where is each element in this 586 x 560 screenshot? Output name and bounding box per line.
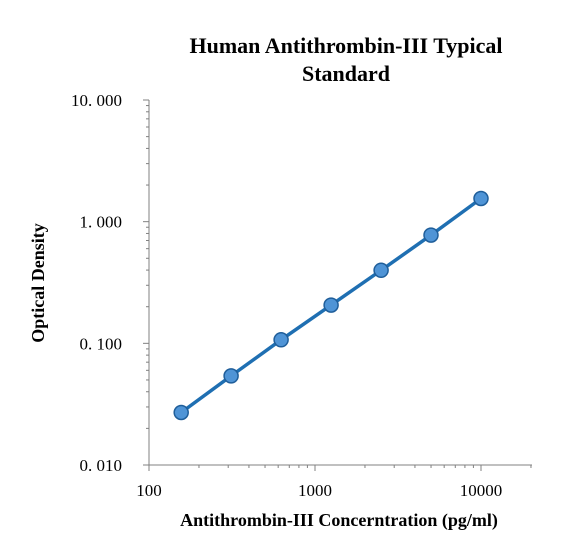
data-point — [323, 297, 339, 313]
data-point — [373, 262, 389, 279]
data-series — [173, 190, 489, 421]
chart-title-line-1: Human Antithrombin-III Typical — [190, 33, 503, 58]
x-tick-label: 10000 — [460, 481, 503, 500]
x-tick-label: 100 — [136, 481, 162, 500]
y-tick-label: 0. 100 — [80, 334, 123, 353]
x-tick-label: 1000 — [298, 481, 332, 500]
y-tick-label: 0. 010 — [80, 456, 123, 475]
data-point — [273, 332, 289, 348]
y-ticks: 10. 000 1. 000 0. 100 0. 010 — [71, 91, 149, 475]
data-point — [473, 190, 489, 207]
data-point — [223, 368, 239, 384]
data-point — [173, 404, 189, 421]
chart-title-line-2: Standard — [302, 61, 390, 86]
y-axis-title: Optical Density — [28, 223, 48, 343]
y-tick-label: 10. 000 — [71, 91, 122, 110]
data-point — [423, 227, 439, 243]
x-ticks: 100 1000 10000 — [136, 465, 532, 500]
x-axis-title: Antithrombin-III Concerntration (pg/ml) — [180, 510, 498, 531]
y-tick-label: 1. 000 — [80, 213, 123, 232]
